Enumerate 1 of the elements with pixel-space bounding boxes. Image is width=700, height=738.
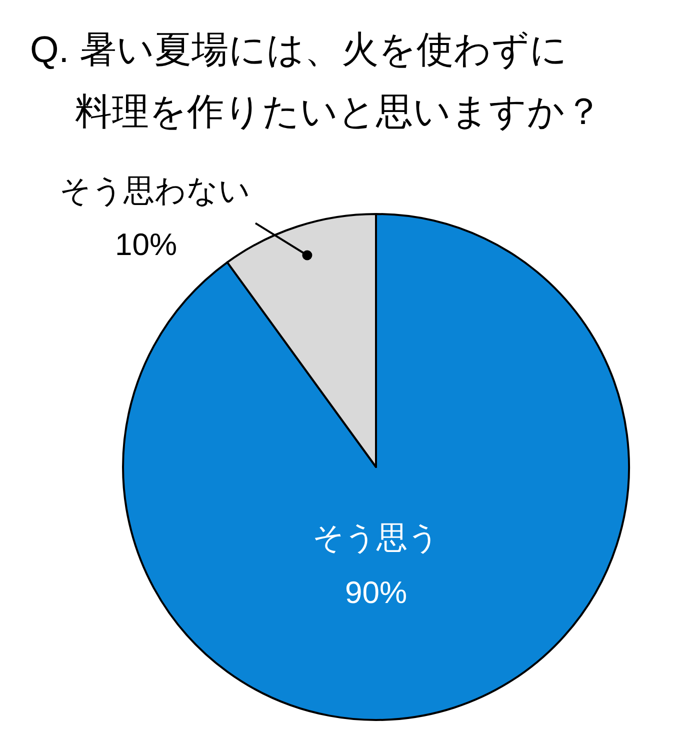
title: Q. 暑い夏場には、火を使わずに料理を作りたいと思いますか？ bbox=[30, 29, 602, 132]
